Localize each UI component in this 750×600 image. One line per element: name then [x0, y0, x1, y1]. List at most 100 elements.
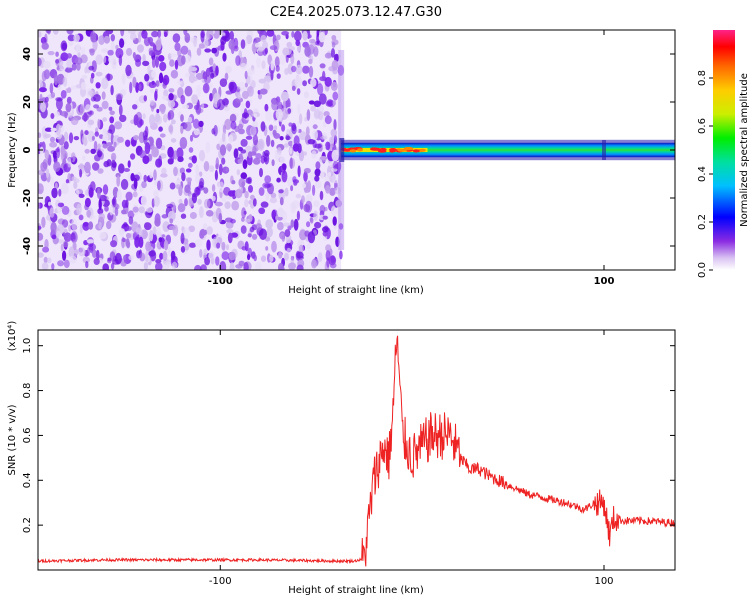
noise-blob	[75, 43, 81, 54]
noise-blob	[125, 226, 132, 231]
noise-blob	[194, 239, 203, 248]
noise-blob	[291, 65, 297, 73]
noise-blob	[84, 130, 89, 136]
noise-blob	[327, 172, 332, 177]
noise-blob	[279, 232, 285, 240]
noise-blob	[98, 213, 105, 221]
noise-blob	[314, 180, 322, 189]
noise-blob	[294, 75, 303, 87]
noise-blob	[189, 67, 198, 72]
spectrogram-ylabel: Frequency (Hz)	[7, 112, 18, 188]
noise-blob	[54, 111, 60, 118]
noise-blob	[334, 53, 339, 63]
noise-blob	[63, 259, 70, 269]
noise-blob	[171, 261, 178, 269]
noise-blob	[97, 168, 104, 174]
noise-blob	[85, 104, 91, 113]
noise-blob	[163, 113, 168, 123]
noise-blob	[180, 246, 186, 253]
noise-blob	[195, 173, 201, 184]
noise-blob	[147, 64, 151, 75]
noise-blob	[312, 129, 318, 141]
noise-blob	[304, 45, 311, 57]
noise-blob	[149, 230, 154, 242]
noise-blob	[304, 116, 308, 122]
noise-blob	[55, 148, 60, 153]
noise-blob	[258, 207, 266, 215]
noise-blob	[275, 215, 279, 221]
noise-blob	[133, 177, 138, 190]
noise-blob	[40, 101, 46, 113]
noise-blob	[332, 161, 339, 170]
noise-blob	[73, 181, 78, 189]
noise-blob	[293, 181, 298, 186]
noise-blob	[157, 36, 162, 46]
noise-blob	[228, 39, 235, 50]
noise-blob	[270, 70, 274, 81]
noise-blob	[167, 210, 176, 222]
noise-blob	[331, 149, 340, 162]
noise-blob	[313, 200, 320, 208]
noise-blob	[310, 105, 316, 112]
noise-blob	[39, 93, 43, 102]
noise-blob	[263, 156, 268, 162]
noise-blob	[265, 73, 273, 83]
noise-blob	[155, 259, 162, 264]
noise-blob	[116, 189, 122, 201]
noise-blob	[238, 128, 245, 135]
noise-blob	[63, 131, 69, 142]
noise-blob	[206, 226, 213, 235]
noise-blob	[102, 55, 107, 64]
noise-blob	[313, 210, 318, 221]
noise-blob	[132, 104, 138, 110]
noise-blob	[256, 57, 261, 68]
noise-blob	[108, 55, 116, 64]
noise-blob	[290, 53, 295, 65]
noise-blob	[90, 72, 95, 79]
noise-blob	[297, 165, 301, 178]
noise-blob	[181, 172, 186, 182]
y-tick-label: 0.6	[22, 427, 33, 443]
noise-blob	[60, 243, 64, 252]
colorbar-tick-label: 0.0	[697, 262, 708, 278]
noise-blob	[121, 209, 127, 215]
noise-blob	[66, 96, 72, 105]
noise-blob	[191, 193, 197, 204]
noise-blob	[226, 229, 234, 234]
noise-blob	[81, 74, 88, 80]
noise-blob	[47, 51, 55, 56]
noise-blob	[260, 155, 265, 164]
noise-blob	[301, 195, 305, 204]
noise-blob	[62, 250, 67, 261]
noise-blob	[93, 94, 101, 102]
noise-blob	[247, 233, 252, 238]
spectrogram-xlabel: Height of straight line (km)	[288, 285, 424, 296]
noise-blob	[272, 129, 277, 137]
noise-blob	[142, 113, 146, 120]
noise-blob	[184, 198, 188, 207]
noise-blob	[76, 104, 84, 116]
noise-blob	[319, 63, 326, 69]
noise-blob	[278, 251, 283, 259]
noise-blob	[241, 112, 250, 119]
colorbar-ticks: 0.0 0.2 0.4 0.6 0.8	[697, 70, 713, 278]
noise-blob	[284, 243, 288, 251]
noise-blob	[325, 250, 331, 261]
noise-blob	[265, 246, 269, 251]
noise-blob	[139, 252, 146, 262]
noise-blob	[225, 244, 230, 251]
noise-blob	[296, 251, 304, 259]
noise-blob	[251, 233, 258, 240]
noise-blob	[85, 261, 89, 269]
noise-blob	[153, 190, 159, 198]
noise-blob	[187, 162, 193, 168]
noise-blob	[240, 172, 248, 180]
noise-blob	[196, 47, 202, 56]
noise-blob	[205, 141, 211, 154]
noise-blob	[330, 205, 339, 216]
noise-blob	[58, 188, 62, 197]
noise-blob	[242, 159, 248, 170]
noise-blob	[101, 77, 109, 90]
noise-blob	[247, 253, 251, 261]
noise-blob	[115, 93, 124, 101]
